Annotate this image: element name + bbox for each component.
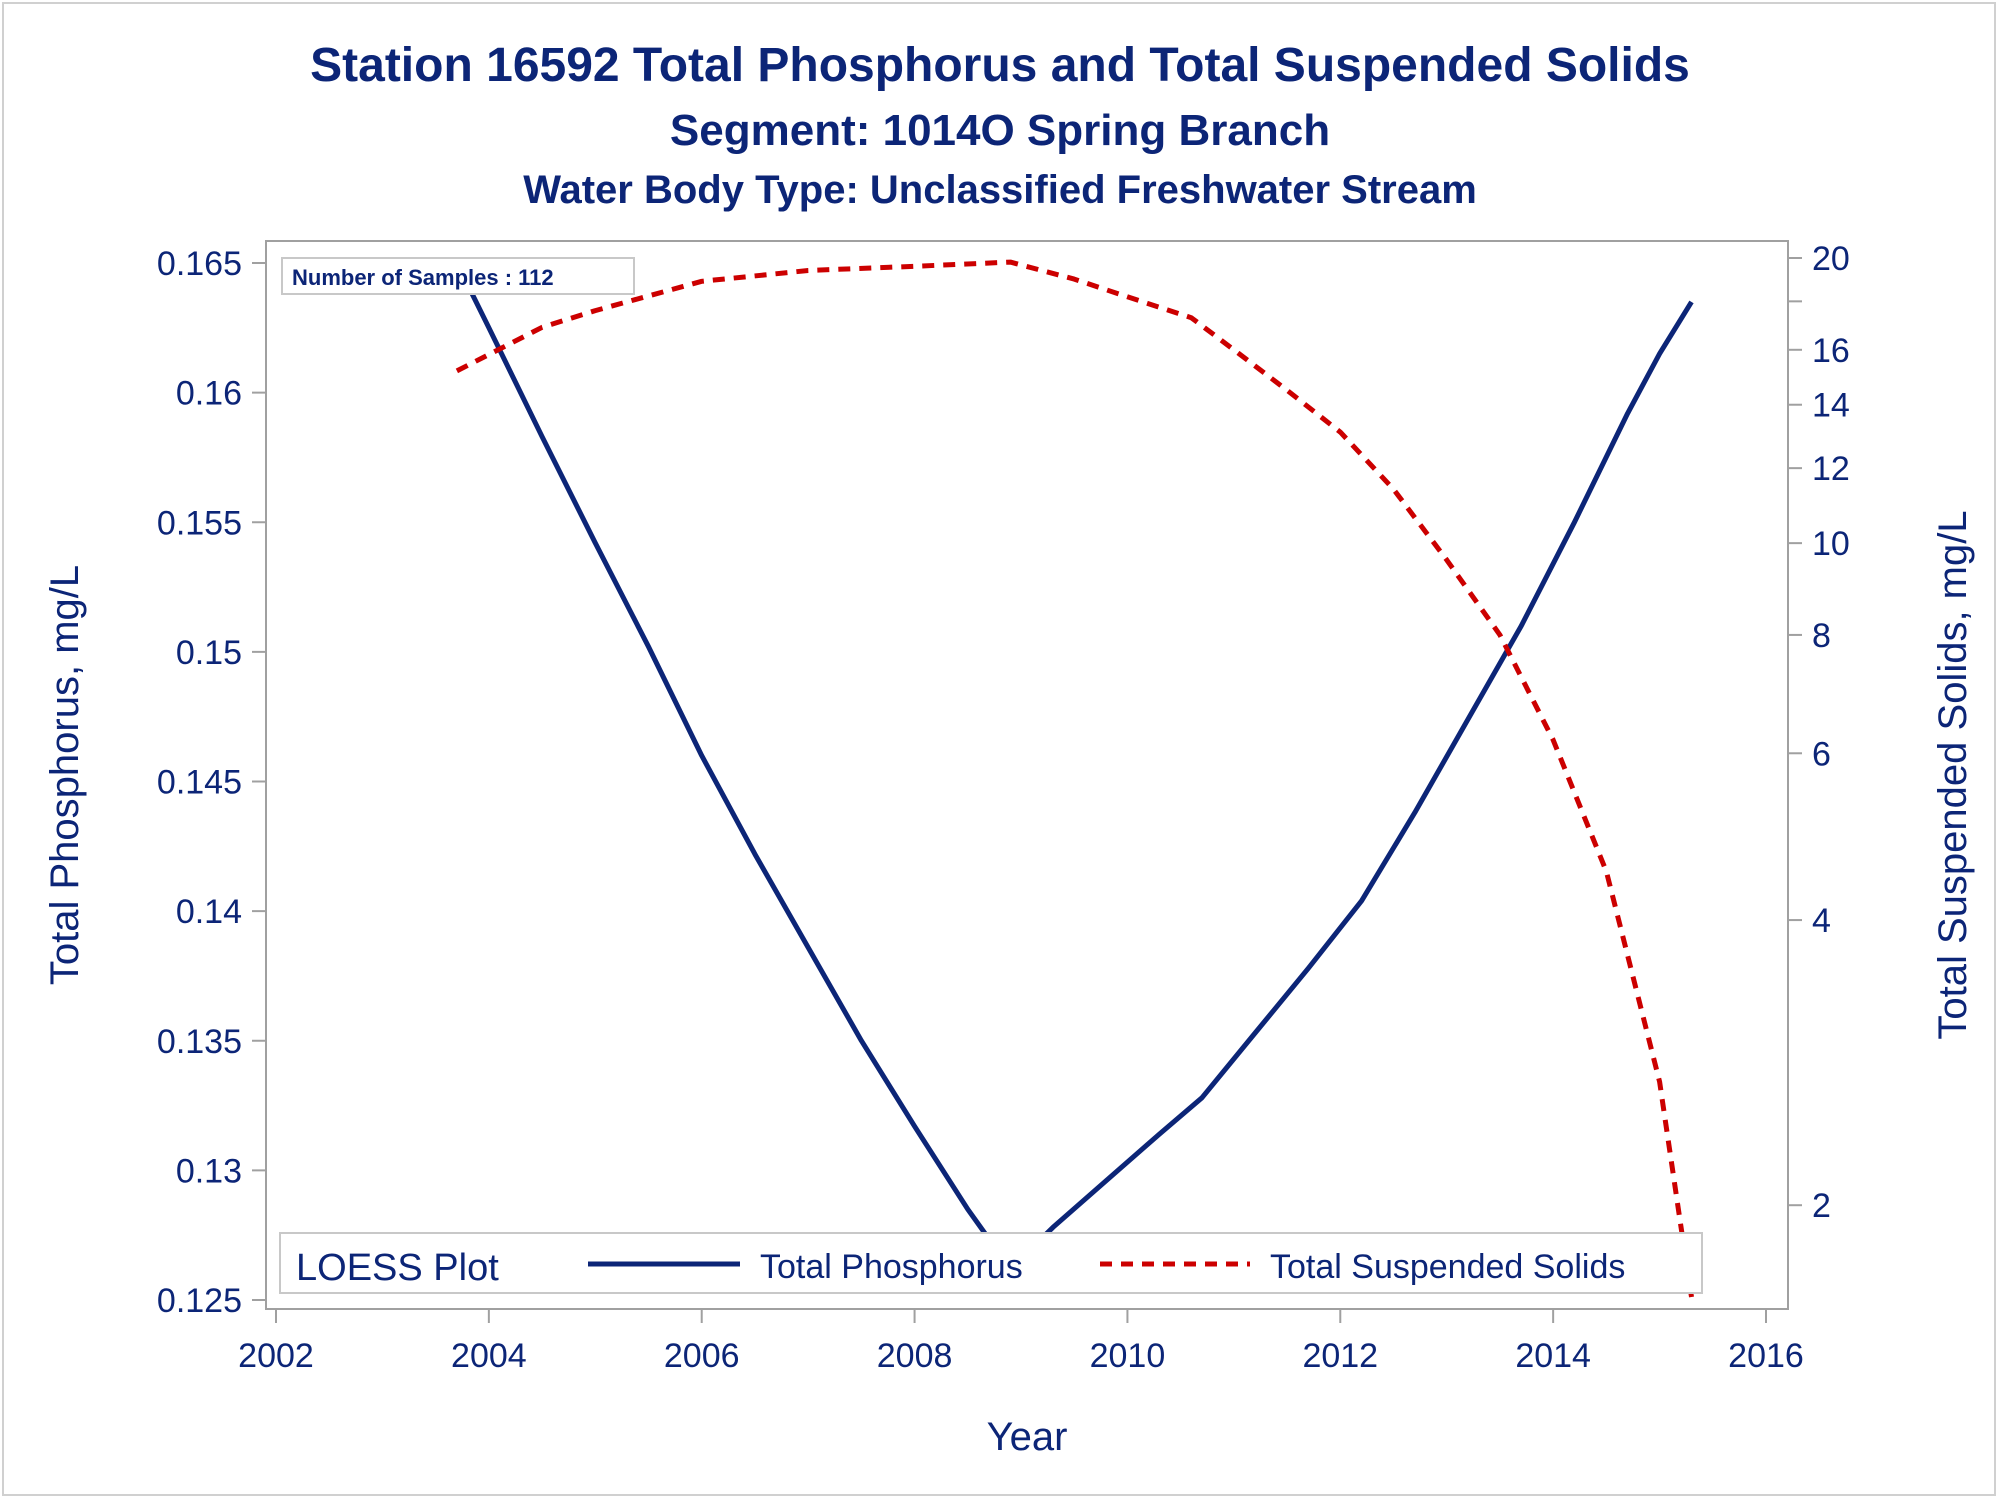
x-tick-label: 2010: [1090, 1337, 1166, 1375]
legend-title: LOESS Plot: [296, 1247, 499, 1289]
y-axis-left: 0.125 0.13 0.135 0.14 0.145 0.15 0.155 0.16 0.16…: [157, 245, 266, 1320]
chart-subtitle-segment: Segment: 1014O Spring Branch: [669, 106, 1331, 155]
y-axis-right-label: Total Suspended Solids, mg/L: [1931, 510, 1975, 1039]
y-axis-right: 2 4 6 8 10 12 14 16 20: [1788, 240, 1850, 1225]
sample-count-box: [281, 257, 635, 295]
y-left-tick-label: 0.155: [157, 504, 242, 542]
plot-area: [265, 240, 1789, 1310]
y-right-tick-label: 16: [1812, 332, 1850, 370]
y-right-tick-label: 8: [1812, 617, 1831, 655]
chart-title: Station 16592 Total Phosphorus and Total…: [310, 39, 1690, 92]
y-axis-left-label: Total Phosphorus, mg/L: [43, 565, 87, 985]
y-right-tick-label: 12: [1812, 450, 1850, 488]
y-right-tick-label: 10: [1812, 525, 1850, 563]
y-left-tick-label: 0.14: [176, 893, 242, 931]
y-right-tick-label: 20: [1812, 240, 1850, 278]
y-left-tick-label: 0.13: [176, 1152, 242, 1190]
series-line-total-phosphorus: [454, 261, 1694, 1272]
y-right-tick-label: 4: [1812, 902, 1831, 940]
x-tick-label: 2008: [877, 1337, 953, 1375]
x-tick-label: 2004: [451, 1337, 527, 1375]
legend-label-total-phosphorus: Total Phosphorus: [760, 1248, 1023, 1286]
y-left-tick-label: 0.165: [157, 245, 242, 283]
x-tick-label: 2012: [1302, 1337, 1378, 1375]
y-left-tick-label: 0.16: [176, 375, 242, 413]
series-line-total-suspended-solids: [455, 259, 1694, 1298]
x-tick-label: 2014: [1515, 1337, 1591, 1375]
sample-count-annotation: Number of Samples : 112: [292, 265, 554, 290]
y-left-tick-label: 0.135: [157, 1023, 242, 1061]
x-tick-label: 2002: [238, 1337, 314, 1375]
y-left-tick-label: 0.125: [157, 1282, 242, 1320]
y-left-tick-label: 0.15: [176, 634, 242, 672]
y-right-tick-label: 14: [1812, 387, 1850, 425]
series-group: [454, 259, 1694, 1298]
y-right-tick-label: 2: [1812, 1187, 1831, 1225]
y-left-tick-label: 0.145: [157, 764, 242, 802]
y-right-tick-label: 6: [1812, 735, 1831, 773]
chart-subtitle-waterbody: Water Body Type: Unclassified Freshwater…: [523, 168, 1477, 212]
x-tick-label: 2016: [1728, 1337, 1804, 1375]
x-axis: 2002 2004 2006 2008 2010 2012 2014 2016: [238, 1309, 1804, 1375]
x-axis-label: Year: [987, 1415, 1068, 1459]
x-tick-label: 2006: [664, 1337, 740, 1375]
legend: [279, 1232, 1703, 1294]
legend-label-total-suspended-solids: Total Suspended Solids: [1270, 1248, 1625, 1286]
